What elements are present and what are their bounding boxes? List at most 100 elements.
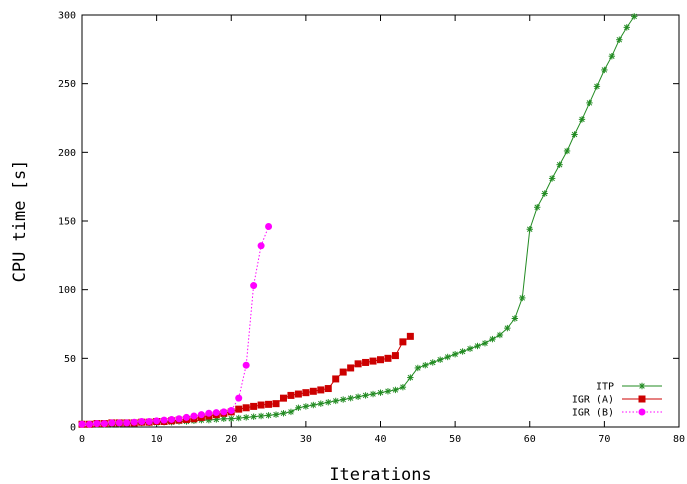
data-point — [250, 402, 258, 410]
data-point — [242, 404, 250, 412]
data-point — [242, 414, 250, 421]
data-point — [145, 418, 153, 426]
data-point — [414, 364, 422, 372]
data-point — [272, 400, 280, 408]
data-point — [227, 407, 235, 415]
y-tick-label: 250 — [58, 79, 76, 90]
data-point — [257, 401, 265, 409]
data-point — [168, 415, 176, 423]
data-point — [429, 359, 436, 366]
legend: ITP IGR (A) IGR (B) — [572, 382, 662, 419]
data-point — [496, 331, 504, 339]
data-point — [466, 345, 474, 352]
series-igr-a — [78, 332, 414, 428]
data-point — [332, 397, 339, 405]
data-point — [534, 204, 541, 211]
data-point — [578, 116, 586, 123]
data-point — [294, 390, 302, 398]
data-point — [407, 374, 414, 381]
x-tick-label: 50 — [449, 434, 461, 445]
x-tick-label: 20 — [225, 434, 237, 445]
data-point — [287, 391, 295, 399]
data-point — [317, 400, 324, 407]
data-point — [250, 413, 257, 420]
data-point — [422, 362, 429, 369]
plot-frame — [81, 14, 680, 428]
data-point — [541, 190, 548, 197]
data-point — [571, 131, 578, 138]
legend-item: IGR (A) — [572, 395, 662, 406]
x-tick-label: 60 — [524, 434, 536, 445]
series-layer — [78, 13, 638, 428]
data-point — [548, 175, 556, 182]
data-point — [182, 413, 190, 421]
data-point — [369, 357, 377, 365]
data-point — [377, 389, 384, 396]
data-point — [638, 408, 646, 416]
data-point — [556, 161, 563, 168]
y-tick-label: 100 — [58, 285, 76, 296]
data-point — [489, 335, 496, 343]
data-point — [347, 364, 355, 372]
legend-item: IGR (B) — [572, 408, 662, 419]
data-point — [108, 419, 116, 427]
y-tick-label: 150 — [58, 217, 76, 228]
y-tick-label: 50 — [64, 354, 76, 365]
data-point — [347, 394, 354, 402]
data-point — [123, 419, 131, 427]
data-point — [175, 415, 183, 423]
data-point — [601, 66, 608, 74]
data-point — [250, 282, 258, 290]
data-point — [287, 408, 295, 416]
data-point — [384, 388, 392, 395]
data-point — [444, 353, 451, 361]
data-point — [235, 405, 243, 413]
data-point — [354, 393, 362, 400]
data-point — [332, 375, 340, 383]
data-point — [265, 222, 273, 230]
data-point — [212, 409, 220, 417]
data-point — [190, 412, 198, 420]
data-point — [100, 420, 108, 428]
data-point — [511, 315, 519, 322]
axis-ticks: 0 10 20 30 40 50 60 70 80 0 50 100 150 200 250 300 — [58, 11, 685, 446]
data-point — [638, 382, 646, 390]
data-point — [228, 415, 235, 422]
data-point — [257, 412, 265, 420]
x-tick-label: 40 — [374, 434, 386, 445]
data-point — [504, 324, 511, 332]
data-point — [339, 396, 347, 403]
data-point — [295, 404, 302, 411]
data-point — [325, 399, 332, 406]
y-tick-label: 0 — [70, 423, 76, 434]
data-point — [138, 418, 146, 426]
data-point — [309, 387, 317, 395]
data-point — [242, 361, 250, 369]
data-point — [197, 411, 205, 419]
legend-item: ITP — [596, 382, 662, 393]
data-point — [526, 226, 533, 233]
data-point — [302, 389, 310, 397]
data-point — [272, 411, 280, 418]
data-point — [519, 294, 526, 302]
data-point — [265, 412, 272, 419]
legend-label: IGR (B) — [572, 408, 614, 419]
data-point — [115, 419, 123, 427]
data-point — [220, 408, 228, 416]
data-point — [317, 386, 325, 394]
series-igr-b — [78, 222, 273, 428]
data-point — [93, 420, 101, 428]
data-point — [205, 409, 213, 417]
data-point — [302, 403, 310, 410]
data-point — [586, 99, 593, 107]
data-point — [85, 420, 93, 428]
data-point — [399, 383, 407, 391]
x-tick-label: 10 — [151, 434, 163, 445]
data-point — [399, 338, 407, 346]
data-point — [563, 147, 571, 155]
series-line — [82, 226, 270, 425]
data-point — [257, 242, 265, 250]
data-point — [235, 414, 242, 422]
data-point — [235, 394, 243, 402]
data-point — [369, 390, 377, 398]
